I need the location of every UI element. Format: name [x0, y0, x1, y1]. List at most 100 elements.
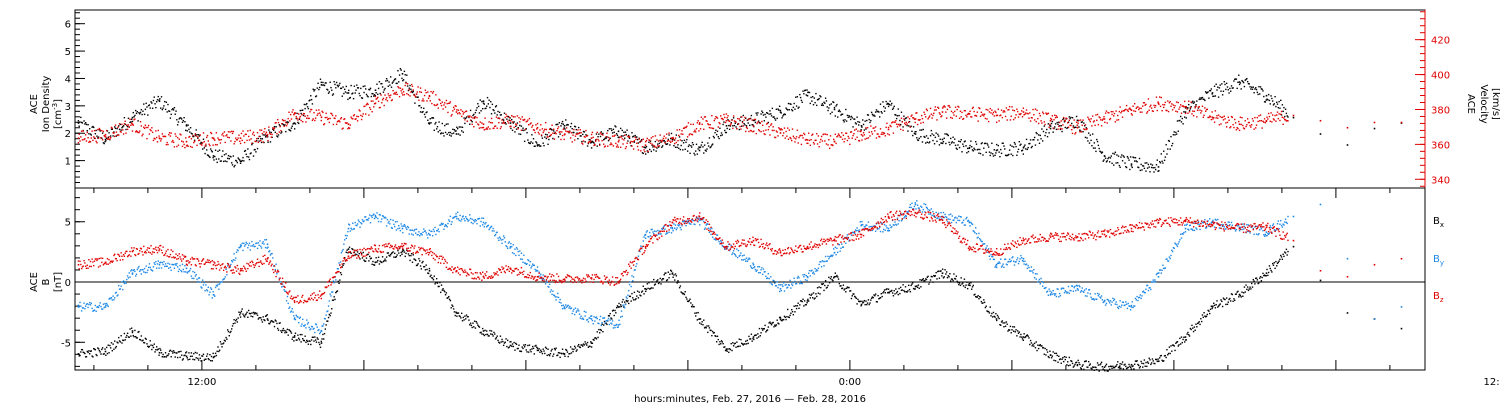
data-point: [928, 116, 930, 119]
data-point: [1022, 336, 1025, 338]
data-point: [434, 283, 436, 285]
data-point: [435, 121, 437, 124]
data-point: [438, 285, 440, 288]
data-point: [1277, 261, 1280, 264]
data-point: [1146, 365, 1148, 368]
data-point: [935, 132, 937, 134]
data-point: [786, 109, 789, 111]
data-point: [856, 303, 858, 305]
data-point: [1230, 300, 1232, 302]
data-point: [363, 259, 365, 261]
data-point: [228, 157, 230, 160]
data-point: [661, 139, 664, 141]
data-point: [252, 311, 255, 314]
data-point: [766, 111, 768, 114]
data-point: [646, 137, 648, 140]
data-point: [451, 304, 453, 306]
data-point: [549, 134, 552, 137]
data-point: [569, 125, 572, 128]
data-point: [1175, 131, 1177, 134]
data-point: [81, 349, 84, 351]
data-point: [828, 276, 830, 279]
data-point: [358, 252, 360, 255]
data-point: [380, 261, 382, 263]
data-point: [214, 352, 217, 355]
data-point: [756, 114, 758, 116]
data-point: [1096, 140, 1099, 143]
data-point: [998, 317, 1000, 320]
data-point: [1026, 148, 1029, 151]
data-point: [331, 89, 333, 91]
data-point: [376, 83, 378, 85]
data-point: [1138, 166, 1140, 169]
data-point: [603, 146, 606, 148]
data-point: [740, 338, 742, 341]
data-point: [520, 350, 523, 353]
data-point: [662, 278, 665, 280]
data-point: [380, 94, 382, 96]
data-point: [527, 124, 530, 126]
data-point: [903, 289, 905, 292]
data-point: [859, 130, 862, 133]
data-point: [499, 114, 502, 116]
data-point: [708, 137, 711, 139]
data-point: [1276, 114, 1278, 116]
data-point: [648, 139, 650, 141]
data-point: [749, 117, 751, 120]
data-point: [770, 123, 773, 125]
data-point: [820, 135, 823, 138]
data-point: [987, 310, 990, 313]
data-point: [811, 134, 813, 136]
data-point: [1142, 362, 1145, 365]
data-point: [424, 116, 427, 118]
data-point: [1271, 271, 1273, 273]
data-point: [774, 324, 776, 326]
data-point: [674, 139, 676, 141]
data-point: [823, 101, 825, 104]
data-point: [670, 137, 673, 139]
data-point: [143, 271, 145, 273]
data-point: [146, 106, 148, 108]
data-point: [187, 124, 189, 126]
data-point: [493, 109, 495, 112]
data-point: [709, 146, 711, 149]
data-point: [392, 251, 394, 253]
data-point: [928, 283, 930, 285]
data-point: [1168, 140, 1171, 142]
data-point: [225, 153, 227, 155]
data-point: [866, 303, 868, 306]
data-point: [442, 288, 444, 290]
data-point: [1052, 127, 1054, 129]
data-point: [628, 134, 630, 137]
data-point: [855, 297, 857, 300]
data-point: [389, 84, 391, 86]
data-point: [628, 295, 631, 298]
data-point: [1140, 360, 1142, 363]
data-point: [1146, 112, 1148, 114]
data-point: [850, 115, 853, 118]
data-point: [137, 267, 139, 269]
data-point: [312, 118, 314, 120]
data-point: [440, 132, 443, 134]
data-point: [407, 253, 410, 255]
data-point: [175, 135, 177, 137]
data-point: [1079, 130, 1082, 132]
data-point: [438, 98, 440, 101]
data-point: [601, 133, 603, 135]
data-point: [1225, 126, 1228, 128]
data-point: [479, 121, 481, 123]
data-point: [293, 340, 295, 342]
data-point: [831, 111, 833, 113]
data-point: [782, 134, 784, 137]
data-point: [620, 135, 623, 137]
data-point: [510, 125, 512, 127]
data-point: [182, 268, 185, 271]
data-point: [110, 342, 113, 344]
data-point: [401, 77, 403, 80]
data-point: [893, 290, 895, 292]
data-point: [399, 87, 402, 89]
data-point: [1201, 314, 1204, 316]
data-point: [878, 297, 881, 300]
data-point: [972, 284, 974, 287]
data-point: [329, 314, 331, 317]
